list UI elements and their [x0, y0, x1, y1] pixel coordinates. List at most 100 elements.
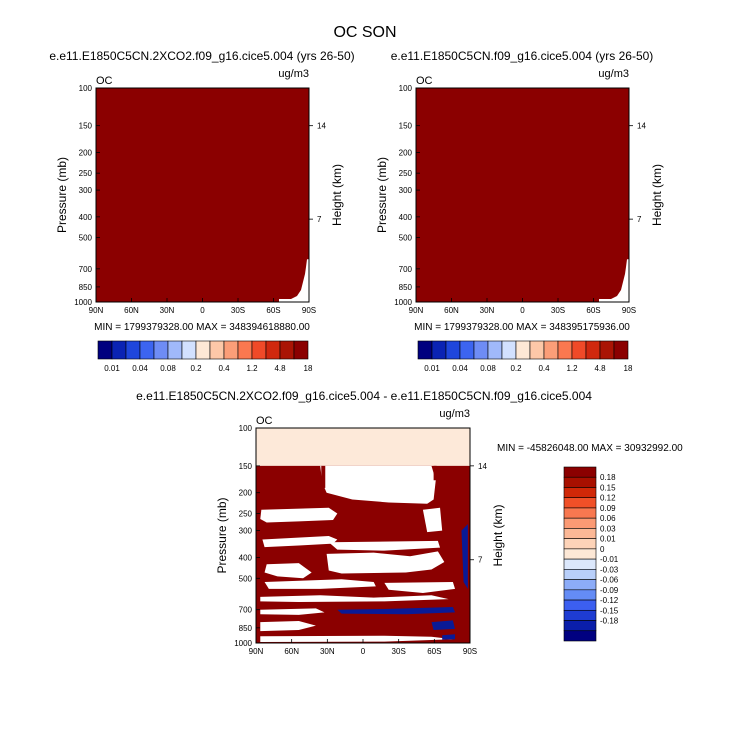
- x-tick-label: 90N: [89, 306, 104, 315]
- colorbar-box: [501, 340, 517, 360]
- colorbar-box: [563, 476, 597, 488]
- colorbar-label: 0.4: [218, 364, 230, 373]
- colorbar-box: [209, 340, 225, 360]
- x-tick-label: 90S: [463, 647, 477, 656]
- near-zero-region: [328, 540, 441, 551]
- near-zero-region: [260, 620, 316, 632]
- x-tick-label: 90S: [622, 306, 636, 315]
- colorbar-label: 0.2: [510, 364, 522, 373]
- field-fill: [416, 88, 629, 302]
- height-tick-label: 7: [637, 215, 642, 224]
- colorbar-box: [181, 340, 197, 360]
- colorbar-box: [557, 340, 573, 360]
- colorbar-box: [487, 340, 503, 360]
- x-tick-label: 0: [200, 306, 205, 315]
- colorbar-box: [563, 589, 597, 601]
- panel-3: e.e11.E1850C5CN.2XCO2.f09_g16.cice5.004 …: [136, 389, 683, 656]
- height-tick-label: 14: [637, 122, 646, 131]
- y-tick-label: 250: [239, 510, 253, 519]
- near-zero-region: [262, 536, 338, 548]
- x-tick-label: 30S: [231, 306, 245, 315]
- colorbar-label: 1.2: [246, 364, 258, 373]
- stats-label: MIN = 1799379328.00 MAX = 348395175936.0…: [414, 322, 630, 333]
- units-label: ug/m3: [439, 408, 470, 420]
- negative-region: [442, 634, 456, 640]
- colorbar-box: [529, 340, 545, 360]
- stats-label: MIN = -45826048.00 MAX = 30932992.00: [497, 443, 683, 454]
- y-tick-label: 250: [399, 169, 413, 178]
- colorbar-box: [445, 340, 461, 360]
- y-tick-label: 100: [399, 84, 413, 93]
- colorbar-box: [563, 579, 597, 591]
- colorbar-box: [459, 340, 475, 360]
- colorbar-box: [563, 599, 597, 611]
- negative-region: [461, 524, 468, 589]
- x-tick-label: 60N: [284, 647, 299, 656]
- colorbar-label: 1.2: [566, 364, 578, 373]
- colorbar-box: [563, 620, 597, 632]
- y-axis-label: Pressure (mb): [375, 157, 389, 233]
- colorbar-label: -0.15: [600, 606, 619, 615]
- panel-2: e.e11.E1850C5CN.f09_g16.cice5.004 (yrs 2…: [375, 49, 664, 373]
- colorbar-box: [265, 340, 281, 360]
- colorbar-label: 4.8: [274, 364, 286, 373]
- units-label: ug/m3: [598, 68, 629, 80]
- y-tick-label: 100: [239, 424, 253, 433]
- colorbar-label: 0.03: [600, 524, 616, 533]
- colorbar-label: 0.04: [452, 364, 468, 373]
- y-tick-label: 1000: [394, 298, 412, 307]
- colorbar-box: [563, 528, 597, 539]
- y-tick-label: 500: [399, 234, 413, 243]
- colorbar-box: [613, 340, 629, 360]
- colorbar-label: 4.8: [594, 364, 606, 373]
- colorbar-label: 0.12: [600, 494, 616, 503]
- colorbar-box: [417, 340, 433, 360]
- x-tick-label: 30N: [160, 306, 175, 315]
- colorbar-box: [515, 340, 531, 360]
- colorbar-label: 0.2: [190, 364, 202, 373]
- colorbar-label: 0: [600, 545, 605, 554]
- x-tick-label: 0: [361, 647, 366, 656]
- colorbar-box: [111, 340, 127, 360]
- y-tick-label: 850: [79, 283, 93, 292]
- colorbar-box: [543, 340, 559, 360]
- x-tick-label: 30S: [551, 306, 565, 315]
- y-tick-label: 850: [239, 624, 253, 633]
- x-tick-label: 60S: [586, 306, 600, 315]
- field-fill: [96, 88, 309, 302]
- colorbar-box: [251, 340, 267, 360]
- colorbar-label: -0.12: [600, 596, 619, 605]
- y-tick-label: 1000: [234, 639, 252, 648]
- missing-data-region: [599, 259, 629, 302]
- x-tick-label: 30N: [480, 306, 495, 315]
- near-zero-region: [260, 507, 338, 523]
- height-tick-label: 14: [317, 122, 326, 131]
- colorbar-box: [167, 340, 183, 360]
- x-tick-label: 60N: [124, 306, 139, 315]
- x-tick-label: 60S: [266, 306, 280, 315]
- variable-label: OC: [96, 75, 113, 87]
- height-tick-label: 14: [478, 462, 487, 471]
- colorbar-box: [293, 340, 309, 360]
- near-zero-region: [260, 595, 449, 603]
- near-zero-band: [256, 428, 470, 466]
- y-tick-label: 850: [399, 283, 413, 292]
- y-tick-label: 700: [79, 265, 93, 274]
- y-tick-label: 150: [239, 462, 253, 471]
- y-tick-label: 1000: [74, 298, 92, 307]
- colorbar-box: [563, 517, 597, 529]
- panel-title: e.e11.E1850C5CN.2XCO2.f09_g16.cice5.004 …: [49, 49, 354, 63]
- x-tick-label: 0: [520, 306, 525, 315]
- colorbar-label: 0.08: [160, 364, 176, 373]
- y-tick-label: 300: [399, 186, 413, 195]
- x-tick-label: 60S: [427, 647, 441, 656]
- y-axis-label-right: Height (km): [650, 164, 664, 226]
- y-tick-label: 200: [239, 489, 253, 498]
- y-tick-label: 500: [239, 574, 253, 583]
- units-label: ug/m3: [278, 68, 309, 80]
- y-axis-label: Pressure (mb): [215, 497, 229, 573]
- positive-spike: [433, 465, 437, 481]
- negative-region: [337, 606, 456, 615]
- colorbar-label: 0.15: [600, 483, 616, 492]
- colorbar-box: [223, 340, 239, 360]
